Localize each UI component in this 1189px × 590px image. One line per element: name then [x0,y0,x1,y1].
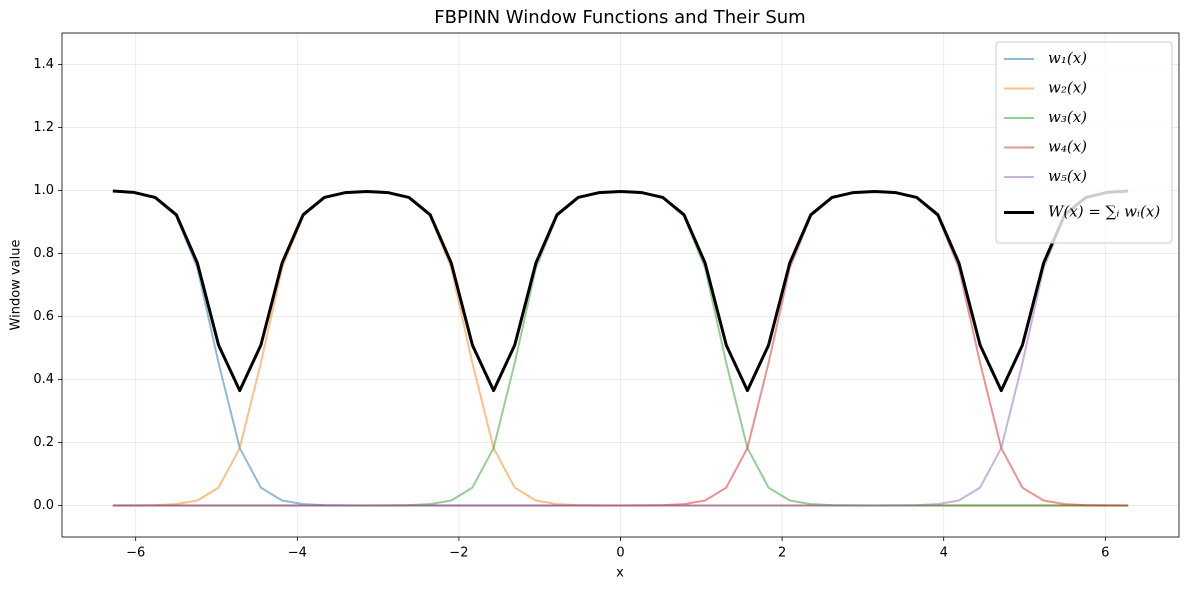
x-tick-label: −2 [449,546,468,561]
y-tick-label: 1.0 [33,183,54,198]
legend-label: w₃(x) [1048,108,1087,126]
y-tick-label: 1.4 [33,57,54,72]
x-tick-label: 4 [940,546,948,561]
y-tick-label: 1.2 [33,120,54,135]
series-line [112,189,1129,393]
chart-title: FBPINN Window Functions and Their Sum [434,7,805,28]
x-tick-label: 2 [778,546,786,561]
x-tick-label: −6 [126,546,145,561]
legend-label: w₅(x) [1048,167,1087,185]
y-axis-label: Window value [9,240,24,331]
axes-frame [61,32,1180,538]
series-line [112,190,1129,507]
x-axis-label: x [616,566,624,581]
legend-box [995,41,1173,244]
legend-label: w₂(x) [1048,79,1087,97]
x-tick-label: 6 [1101,546,1109,561]
legend-label: W(x) = ∑ᵢ wᵢ(x) [1048,203,1160,221]
legend-label: w₄(x) [1048,138,1087,156]
plot-area [112,189,1129,507]
y-tick-label: 0.4 [33,372,54,387]
y-tick-label: 0.6 [33,309,54,324]
y-tick-label: 0.0 [33,498,54,513]
y-tick-label: 0.8 [33,246,54,261]
x-tick-label: 0 [616,546,624,561]
x-tick-label: −4 [288,546,307,561]
y-tick-label: 0.2 [33,435,54,450]
legend-label: w₁(x) [1048,49,1087,67]
legend: w₁(x) w₂(x) w₃(x) w₄(x) w₅(x) W(x) = ∑ᵢ wᵢ(x) [995,41,1173,244]
